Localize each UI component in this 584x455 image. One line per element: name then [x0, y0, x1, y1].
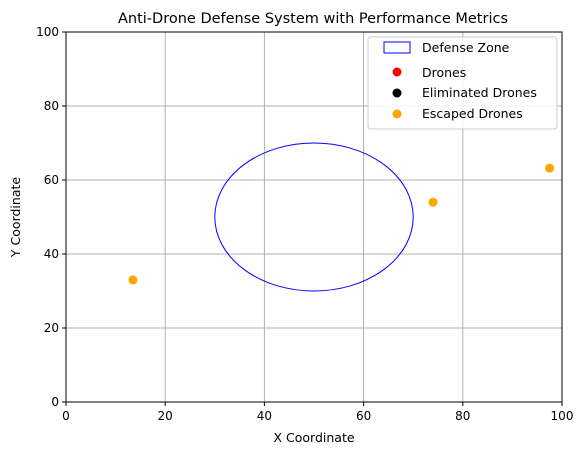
- y-tick-label: 20: [44, 321, 59, 335]
- legend-defense-zone-label: Defense Zone: [422, 40, 510, 55]
- y-axis-label: Y Coordinate: [8, 177, 23, 258]
- x-axis-label: X Coordinate: [273, 430, 354, 445]
- drone-point: [128, 275, 137, 284]
- defense-zone-circle: [215, 143, 413, 291]
- legend-eliminated-marker: [393, 89, 402, 98]
- plot-layer: [128, 143, 554, 291]
- x-tick-label: 60: [356, 409, 371, 423]
- legend: Defense Zone Drones Eliminated Drones Es…: [368, 37, 557, 129]
- y-tick-label: 0: [51, 395, 59, 409]
- y-tick-label: 100: [36, 25, 59, 39]
- legend-drones-marker: [393, 68, 402, 77]
- legend-eliminated-label: Eliminated Drones: [422, 85, 537, 100]
- x-tick-label: 0: [62, 409, 70, 423]
- x-tick-label: 20: [158, 409, 173, 423]
- chart-title: Anti-Drone Defense System with Performan…: [118, 11, 508, 27]
- drone-point: [545, 164, 554, 173]
- y-tick-label: 60: [44, 173, 59, 187]
- x-tick-label: 80: [455, 409, 470, 423]
- legend-drones-label: Drones: [422, 65, 466, 80]
- y-tick-label: 80: [44, 99, 59, 113]
- x-tick-label: 40: [257, 409, 272, 423]
- legend-escaped-marker: [393, 110, 402, 119]
- drone-point: [429, 198, 438, 207]
- y-tick-label: 40: [44, 247, 59, 261]
- legend-escaped-label: Escaped Drones: [422, 106, 523, 121]
- x-tick-label: 100: [551, 409, 574, 423]
